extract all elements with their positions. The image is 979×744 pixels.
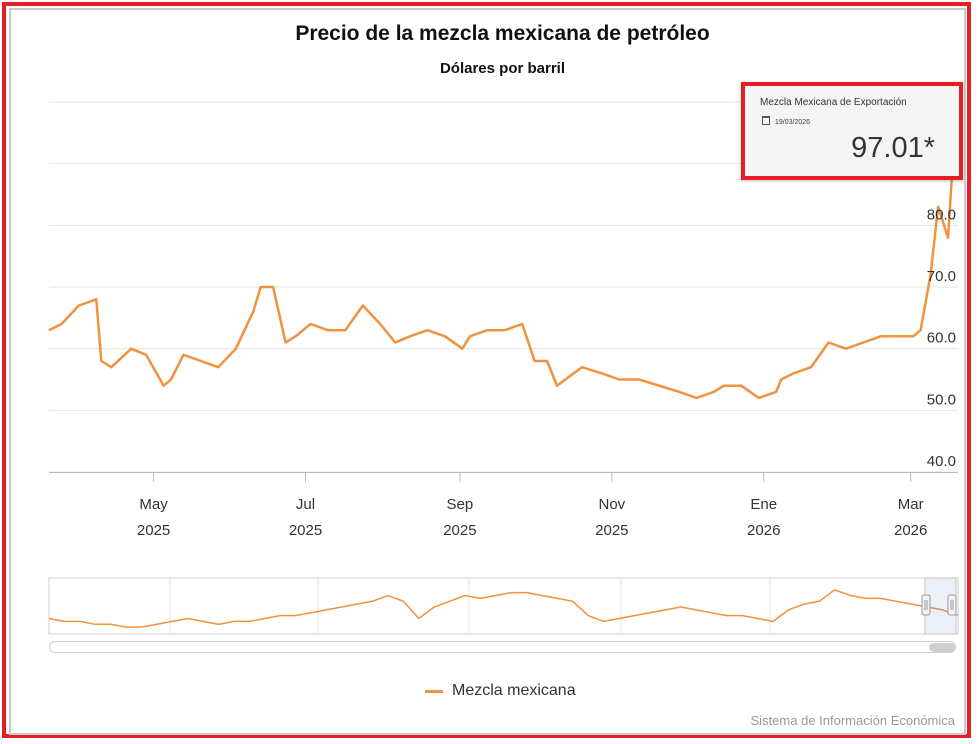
x-tick-label: Sep 2025 xyxy=(443,496,477,539)
tooltip-series-name: Mezcla Mexicana de Exportación xyxy=(760,97,907,108)
navigator-handle-right[interactable] xyxy=(947,594,957,616)
y-axis-labels: 40.0 50.0 60.0 70.0 80.0 xyxy=(927,206,956,470)
legend-label: Mezcla mexicana xyxy=(452,682,576,699)
y-tick-label: 50.0 xyxy=(927,391,956,408)
value-tooltip: Mezcla Mexicana de Exportación 19/03/202… xyxy=(741,82,963,180)
series-line-mezcla-mexicana[interactable] xyxy=(48,120,957,400)
navigator-series-line xyxy=(48,588,959,628)
scrollbar-track[interactable] xyxy=(49,641,956,653)
chart-container-border xyxy=(9,8,966,735)
outer-red-frame xyxy=(2,2,971,738)
tooltip-value: 97.01* xyxy=(851,132,935,164)
x-tick-label: Jul 2025 xyxy=(288,496,323,539)
y-tick-label: 60.0 xyxy=(927,330,956,347)
chart-title: Precio de la mezcla mexicana de petróleo xyxy=(295,22,710,45)
scrollbar-thumb[interactable] xyxy=(929,643,955,652)
calendar-icon xyxy=(762,116,770,125)
legend-item-mezcla-mexicana[interactable]: Mezcla mexicana xyxy=(425,680,576,702)
y-tick-label: 70.0 xyxy=(927,268,956,285)
x-tick-label: Mar 2026 xyxy=(893,496,928,539)
navigator-handle-left[interactable] xyxy=(921,594,931,616)
tooltip-date: 19/03/2026 xyxy=(775,119,811,126)
chart-subtitle: Dólares por barril xyxy=(439,60,566,77)
y-tick-label: 40.0 xyxy=(927,453,956,470)
series-group[interactable] xyxy=(48,120,957,400)
navigator-frame xyxy=(48,577,959,635)
x-tick-label: Ene 2026 xyxy=(747,496,781,539)
x-tick-label: May 2025 xyxy=(136,496,171,539)
legend-swatch xyxy=(425,689,443,693)
x-tick-label: Nov 2025 xyxy=(595,496,629,539)
tooltip-date-row: 19/03/2026 xyxy=(762,116,810,126)
x-axis xyxy=(49,472,958,482)
y-tick-label: 80.0 xyxy=(927,206,956,223)
credits-text[interactable]: Sistema de Información Económica xyxy=(750,713,955,728)
